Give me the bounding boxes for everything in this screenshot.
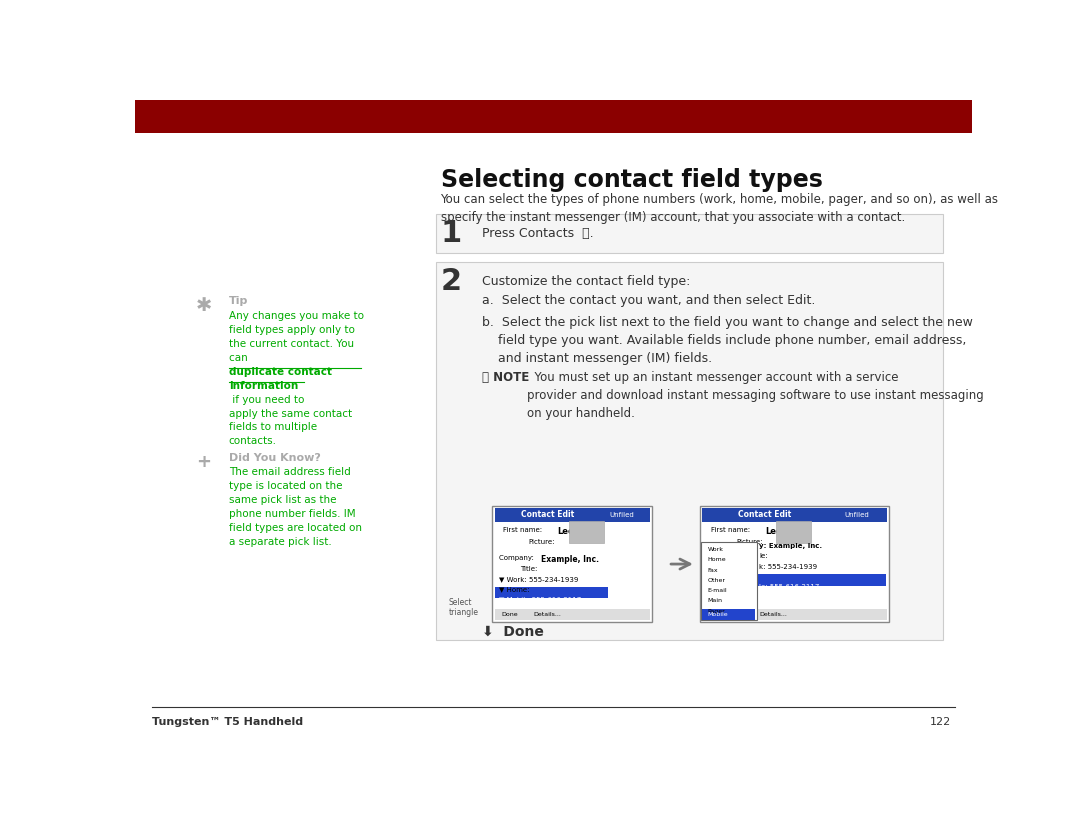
Text: ✱: ✱ [195,296,212,315]
FancyBboxPatch shape [495,508,650,522]
Text: Main: Main [707,599,723,604]
Text: ▼ Home:: ▼ Home: [499,586,529,592]
Text: Company:: Company: [499,555,537,561]
Text: a.  Select the contact you want, and then select Edit.: a. Select the contact you want, and then… [483,294,815,307]
Text: ⎆ NOTE: ⎆ NOTE [483,371,529,384]
Text: y: Example, Inc.: y: Example, Inc. [759,543,823,549]
Text: k: 555-234-1939: k: 555-234-1939 [759,564,818,570]
Text: le:: le: [759,554,768,560]
FancyBboxPatch shape [495,609,650,620]
Text: The email address field
type is located on the
same pick list as the
phone numbe: The email address field type is located … [229,467,362,547]
Text: Lee: Lee [557,527,575,536]
Text: Picture:: Picture: [735,540,762,545]
FancyBboxPatch shape [700,506,889,622]
Text: Managing Your Contacts: Managing Your Contacts [471,110,636,123]
Text: apply the same contact: apply the same contact [229,409,352,419]
Text: Contact Edit: Contact Edit [521,510,575,520]
Text: Other: Other [707,578,726,583]
Text: le: 555-616-2117: le: 555-616-2117 [759,585,820,590]
Text: Lee: Lee [766,527,782,536]
FancyBboxPatch shape [701,542,757,620]
Text: Tungsten™ T5 Handheld: Tungsten™ T5 Handheld [151,716,302,726]
Text: Contact Edit: Contact Edit [739,510,792,520]
Text: fields to multiple: fields to multiple [229,423,316,433]
Text: Customize the contact field type:: Customize the contact field type: [483,274,691,288]
Text: You must set up an instant messenger account with a service
provider and downloa: You must set up an instant messenger acc… [527,371,984,420]
Text: Selecting contact field types: Selecting contact field types [441,168,822,192]
Text: Pager: Pager [707,609,726,614]
Text: Tip: Tip [229,296,248,306]
Text: Done: Done [501,612,518,617]
Text: information: information [229,381,298,391]
Text: Any changes you make to: Any changes you make to [229,311,364,321]
Text: Title:: Title: [521,565,538,571]
Text: Example, Inc.: Example, Inc. [541,555,599,565]
Text: field types apply only to: field types apply only to [229,325,354,334]
FancyBboxPatch shape [135,100,972,133]
FancyBboxPatch shape [436,214,943,253]
Text: ▼ Work: 555-234-1939: ▼ Work: 555-234-1939 [499,576,579,582]
Text: ne:: ne: [759,574,770,580]
Text: Details...: Details... [534,612,562,617]
Text: duplicate contact: duplicate contact [229,367,332,377]
FancyBboxPatch shape [495,587,608,599]
Text: if you need to: if you need to [229,395,305,405]
Text: ▼ Mobile 555-616-2117: ▼ Mobile 555-616-2117 [499,596,581,602]
Text: Mobile: Mobile [707,612,728,617]
Text: Press Contacts  📋.: Press Contacts 📋. [483,227,594,240]
Text: +: + [197,454,211,471]
FancyBboxPatch shape [755,609,887,620]
Text: CHAPTER 6: CHAPTER 6 [235,110,302,123]
Text: Fax: Fax [707,568,718,573]
Text: Details...: Details... [759,612,787,617]
Text: 2: 2 [441,267,462,296]
Text: contacts.: contacts. [229,436,276,446]
Text: First name:: First name: [503,527,544,533]
FancyBboxPatch shape [436,262,943,640]
FancyBboxPatch shape [702,609,755,620]
Text: 1: 1 [441,219,462,249]
FancyBboxPatch shape [492,506,652,622]
Text: Unfiled: Unfiled [609,512,634,518]
Text: b.  Select the pick list next to the field you want to change and select the new: b. Select the pick list next to the fiel… [483,316,973,365]
Text: the current contact. You: the current contact. You [229,339,354,349]
FancyArrowPatch shape [671,559,690,569]
FancyBboxPatch shape [702,508,887,522]
Text: Unfiled: Unfiled [845,512,869,518]
Text: ⬇  Done: ⬇ Done [483,625,544,639]
FancyBboxPatch shape [568,521,604,543]
FancyBboxPatch shape [777,521,811,543]
Text: E-mail: E-mail [707,588,727,593]
Text: First name:: First name: [711,527,753,533]
Text: Work: Work [707,547,724,552]
Text: Picture:: Picture: [528,540,555,545]
Text: can: can [229,353,251,363]
FancyBboxPatch shape [755,574,886,586]
Text: You can select the types of phone numbers (work, home, mobile, pager, and so on): You can select the types of phone number… [441,193,999,224]
Text: 122: 122 [930,716,951,726]
Text: Select
triangle: Select triangle [449,598,478,617]
Text: Home: Home [707,557,726,562]
Text: Did You Know?: Did You Know? [229,454,321,463]
